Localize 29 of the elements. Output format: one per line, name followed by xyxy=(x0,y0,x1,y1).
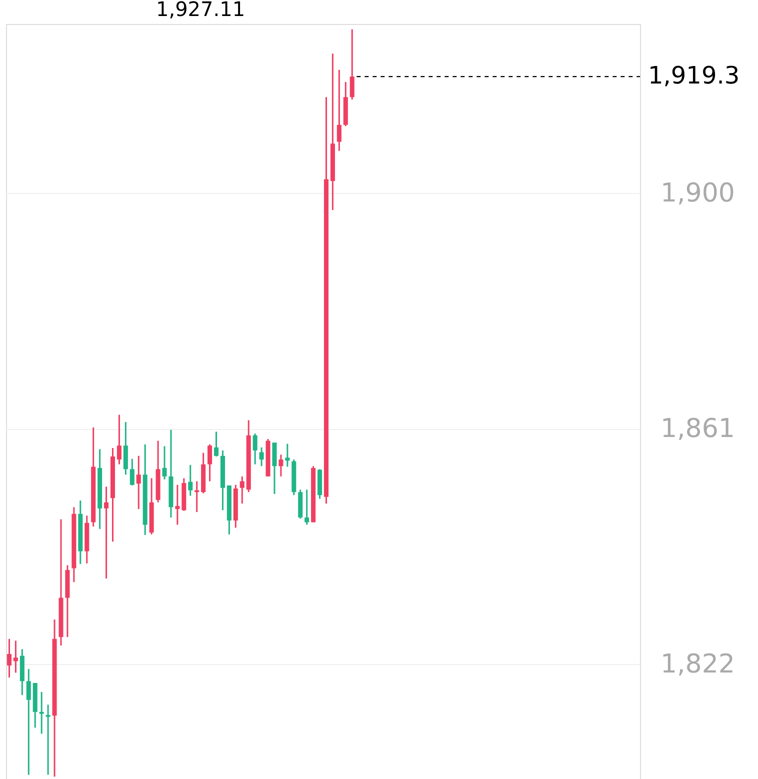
candlestick xyxy=(136,455,141,510)
candlestick xyxy=(214,430,219,458)
candlestick xyxy=(162,445,167,480)
candlestick xyxy=(240,476,244,504)
candlestick xyxy=(278,454,284,478)
y-tick-label: 1,822 xyxy=(660,650,735,680)
candlestick xyxy=(130,458,134,486)
candlestick xyxy=(104,486,109,580)
candlestick xyxy=(350,28,354,100)
candlestick xyxy=(6,638,12,678)
candlestick xyxy=(188,464,193,496)
candlestick xyxy=(304,488,310,526)
candlestick xyxy=(39,691,44,734)
candlestick xyxy=(272,442,277,495)
candlestick xyxy=(259,446,264,467)
candlestick xyxy=(46,704,50,776)
y-tick-label: 1,900 xyxy=(660,178,735,209)
candlestick xyxy=(123,421,128,476)
text: 1,927.11 xyxy=(156,0,246,21)
candlestick xyxy=(116,414,122,466)
candlestick xyxy=(13,640,18,674)
candlestick xyxy=(175,484,180,526)
y-tick-label: 1,861 xyxy=(660,414,735,444)
candlestick xyxy=(252,432,258,466)
ref-line-label: 1,919.3 xyxy=(648,62,740,90)
candlestick xyxy=(26,668,31,776)
candlestick xyxy=(336,69,342,152)
candlestick xyxy=(285,443,290,468)
candlestick xyxy=(208,444,212,482)
